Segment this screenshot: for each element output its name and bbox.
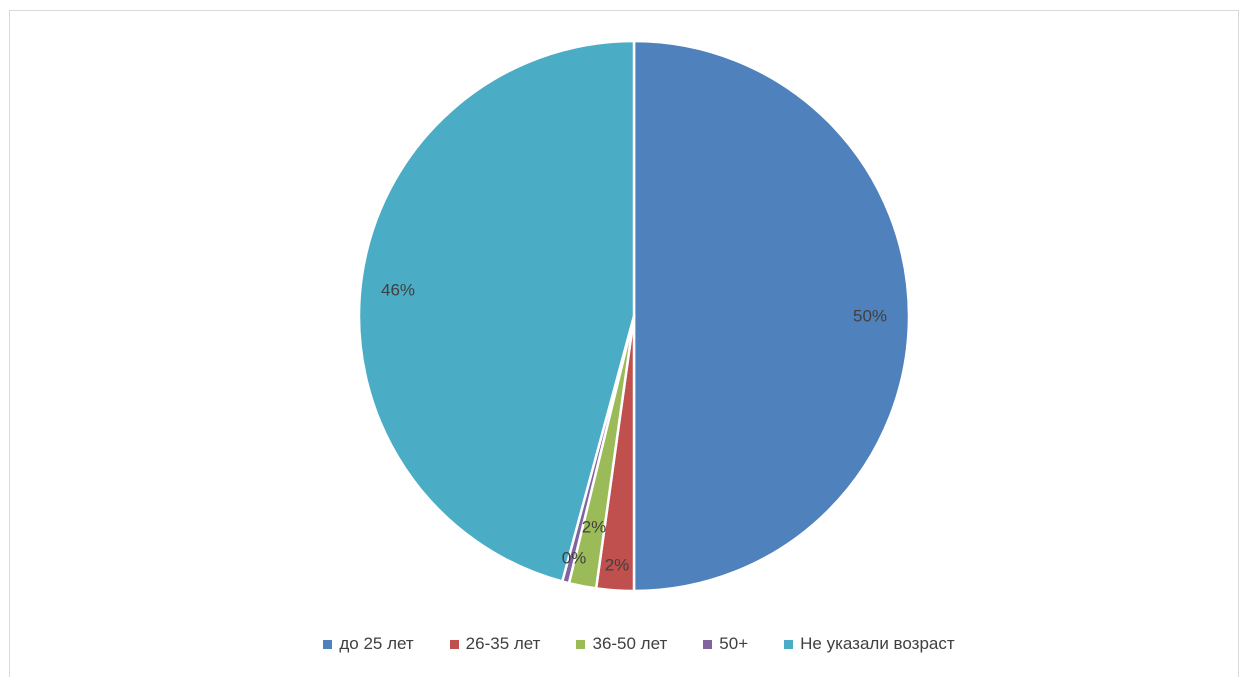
data-label: 2% [605,555,630,574]
legend-item: 36-50 лет [576,634,667,654]
legend-label: до 25 лет [339,634,414,653]
legend-item: 50+ [703,634,748,654]
pie-slice [632,39,911,593]
data-label: 46% [381,280,415,299]
data-label: 2% [582,517,607,536]
legend-item: 26-35 лет [449,634,541,654]
legend: до 25 лет 26-35 лет 36-50 лет 50+ Не ука… [0,634,1248,654]
legend-label: Не указали возраст [800,634,955,653]
data-label: 50% [853,306,887,325]
legend-label: 36-50 лет [592,634,668,653]
legend-swatch [576,639,586,649]
pie-slice [357,39,636,583]
legend-swatch [323,639,333,649]
legend-swatch [449,639,459,649]
data-label: 0% [562,548,587,567]
legend-swatch [784,639,794,649]
legend-label: 26-35 лет [465,634,541,653]
legend-item: Не указали возраст [784,634,955,654]
legend-swatch [703,639,713,649]
legend-label: 50+ [719,634,749,653]
legend-item: до 25 лет [323,634,414,654]
